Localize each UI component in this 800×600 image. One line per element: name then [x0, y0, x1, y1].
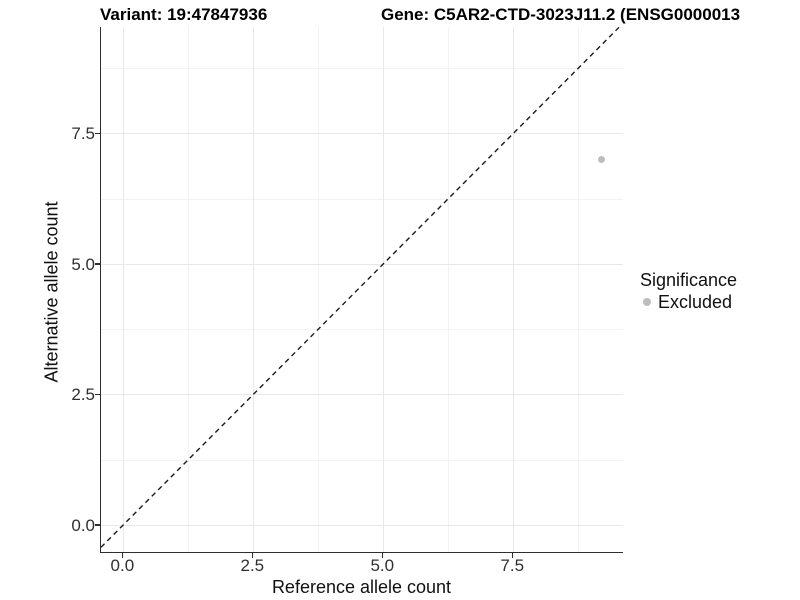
- x-axis-title: Reference allele count: [271, 577, 452, 597]
- x-tick-label: 0.0: [110, 556, 135, 575]
- gridline-y-minor: [101, 68, 623, 70]
- y-axis-title: Alternative allele count: [41, 201, 62, 383]
- gridline-x-major: [123, 27, 125, 552]
- x-tick-label: 2.5: [240, 556, 265, 575]
- legend-title: Significance: [640, 270, 738, 290]
- legend: Significance Excluded: [640, 270, 737, 312]
- gridline-y-major: [101, 394, 623, 396]
- gridline-x-minor: [578, 27, 580, 552]
- gridline-x-major: [513, 27, 515, 552]
- gridline-x-minor: [188, 27, 190, 552]
- y-axis-tick: [95, 393, 100, 396]
- identity-reference-line: [101, 27, 621, 548]
- x-axis-tick: [251, 553, 254, 558]
- variant-title: Variant: 19:47847936: [100, 5, 268, 24]
- gridline-y-minor: [101, 459, 623, 461]
- gridline-y-major: [101, 524, 623, 526]
- gridline-x-minor: [318, 27, 320, 552]
- gridline-y-minor: [101, 198, 623, 200]
- x-tick-label: 7.5: [500, 556, 525, 575]
- y-axis-tick: [95, 132, 100, 135]
- y-tick-label: 5.0: [71, 254, 95, 274]
- gridline-y-major: [101, 263, 623, 265]
- x-axis-tick: [511, 553, 513, 558]
- gridline-x-major: [383, 27, 385, 552]
- x-axis-tick: [381, 553, 384, 558]
- y-tick-label: 7.5: [71, 124, 95, 144]
- legend-entry-label: Excluded: [658, 292, 733, 312]
- y-tick-label: 2.5: [71, 385, 95, 405]
- gridline-y-minor: [101, 329, 623, 331]
- gridline-y-major: [101, 133, 623, 135]
- plot-panel: [100, 27, 623, 553]
- x-axis-tick: [121, 553, 124, 558]
- x-tick-label: 5.0: [370, 556, 395, 575]
- legend-entry-excluded: Excluded: [640, 292, 737, 312]
- excluded-point-icon: [643, 298, 651, 306]
- gridline-x-major: [253, 27, 255, 552]
- y-tick-label: 0.0: [71, 515, 95, 535]
- data-point: [598, 156, 606, 164]
- gene-title: Gene: C5AR2-CTD-3023J11.2 (ENSG0000013: [381, 5, 741, 24]
- gridline-x-minor: [448, 27, 450, 552]
- y-axis-tick: [95, 524, 100, 526]
- y-axis-tick: [95, 263, 100, 265]
